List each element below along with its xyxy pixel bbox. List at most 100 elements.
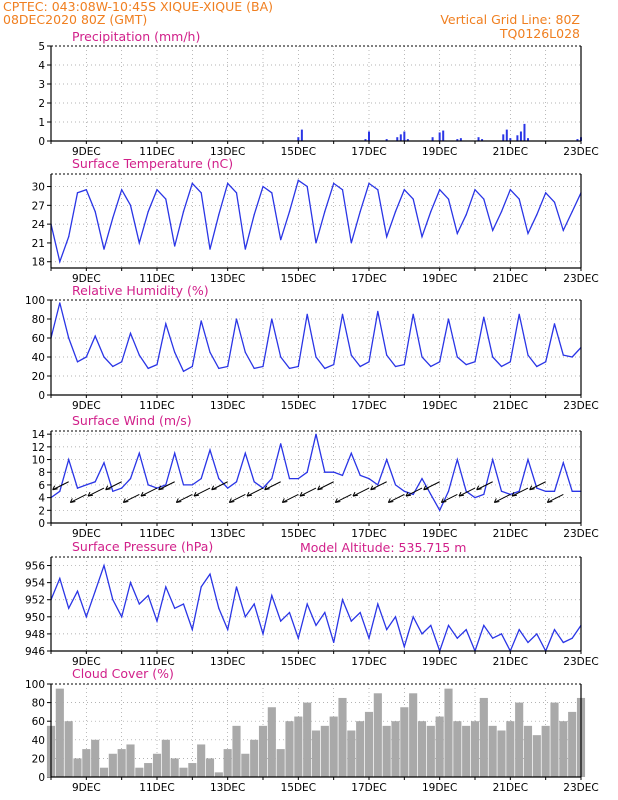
y-tick-label: 954 [25,578,45,590]
data-point [235,318,238,320]
data-point [262,185,264,188]
data-point [368,361,370,363]
header-station: CPTEC: 043:08W-10:45S XIQUE-XIQUE (BA) [3,0,273,14]
y-tick-label: 6 [38,480,45,492]
data-point [439,509,441,511]
wind-arrow-head [211,485,217,491]
data-point [200,586,202,588]
wind-arrow [317,481,334,491]
panel-title: Surface Wind (m/s) [72,413,192,428]
data-point [94,211,96,213]
wind-arrow-head [87,491,94,497]
data-point [306,603,308,605]
cloud-bar [488,725,497,777]
y-tick-label: 20 [32,371,45,383]
data-point [218,367,220,369]
data-point [553,201,556,203]
data-point [297,365,299,368]
data-point [333,364,335,366]
wind-arrow-head [546,498,553,503]
data-point [430,365,432,368]
data-point [138,354,140,356]
x-tick-label: 9DEC [72,528,101,540]
wind-arrow-head [370,485,376,491]
x-tick-label: 15DEC [281,656,316,668]
data-point [288,211,291,213]
precip-bar [477,137,480,141]
data-point [562,229,564,231]
cloud-bar [541,725,550,777]
cloud-bar [108,753,117,777]
wind-arrow-head [246,491,253,497]
data-point [509,361,511,363]
data-point [253,481,255,483]
cloud-bar [73,758,82,777]
data-point [571,356,573,358]
data-point [182,484,185,486]
x-tick-label: 23DEC [563,782,598,794]
data-point [456,637,458,639]
cloud-bar [417,721,427,777]
precip-bar [519,131,522,141]
data-point [306,471,308,473]
data-point [85,356,87,358]
data-point [474,189,476,191]
data-point [545,361,547,363]
cloud-bar [241,753,250,777]
wind-arrow-head [511,491,518,497]
data-point [209,449,211,451]
data-point [165,323,167,325]
data-point [244,248,246,250]
x-tick-label: 9DEC [72,400,101,412]
wind-arrow-head [423,485,429,491]
data-point [421,236,423,238]
wind-arrow-head [387,498,394,503]
cloud-bar [497,730,506,777]
header-date: 08DEC2020 80Z (GMT) [3,12,147,27]
x-tick-label: 21DEC [493,782,528,794]
panel-title: Surface Temperature (nC) [72,156,233,171]
data-point [456,356,458,358]
cloud-bar [470,721,480,777]
cloud-bar [523,725,533,777]
data-point [562,462,564,464]
wind-arrow-head [158,485,164,491]
y-tick-label: 10 [32,455,45,467]
cloud-bar [462,725,471,777]
y-tick-label: 0 [38,772,45,784]
precip-bar [509,138,512,141]
data-point [518,629,520,631]
data-point [394,616,397,618]
data-point [368,477,370,480]
cloud-bar [188,763,197,777]
data-point [536,633,538,635]
data-point [545,490,547,492]
data-point [59,577,61,579]
x-tick-label: 15DEC [281,146,316,158]
data-point [553,323,556,325]
data-point [112,365,114,368]
x-tick-label: 17DEC [351,782,386,794]
data-point [129,582,132,584]
cloud-bar [347,730,356,777]
x-tick-label: 21DEC [493,400,528,412]
data-point [174,351,176,353]
data-point [474,497,476,499]
data-point [500,365,503,368]
precip-bar [505,129,508,141]
y-tick-label: 948 [25,629,45,641]
y-tick-label: 946 [25,646,45,658]
data-point [403,189,405,191]
data-point [412,616,414,618]
wind-arrow [529,481,546,491]
cloud-bar [250,739,259,777]
x-tick-label: 19DEC [422,782,457,794]
y-tick-label: 24 [32,219,46,231]
cloud-bar [400,707,409,777]
y-tick-label: 100 [25,679,45,691]
precip-bar [459,138,462,141]
data-point [94,590,96,592]
data-point [68,337,70,339]
data-point [76,590,79,592]
data-point [121,487,123,489]
